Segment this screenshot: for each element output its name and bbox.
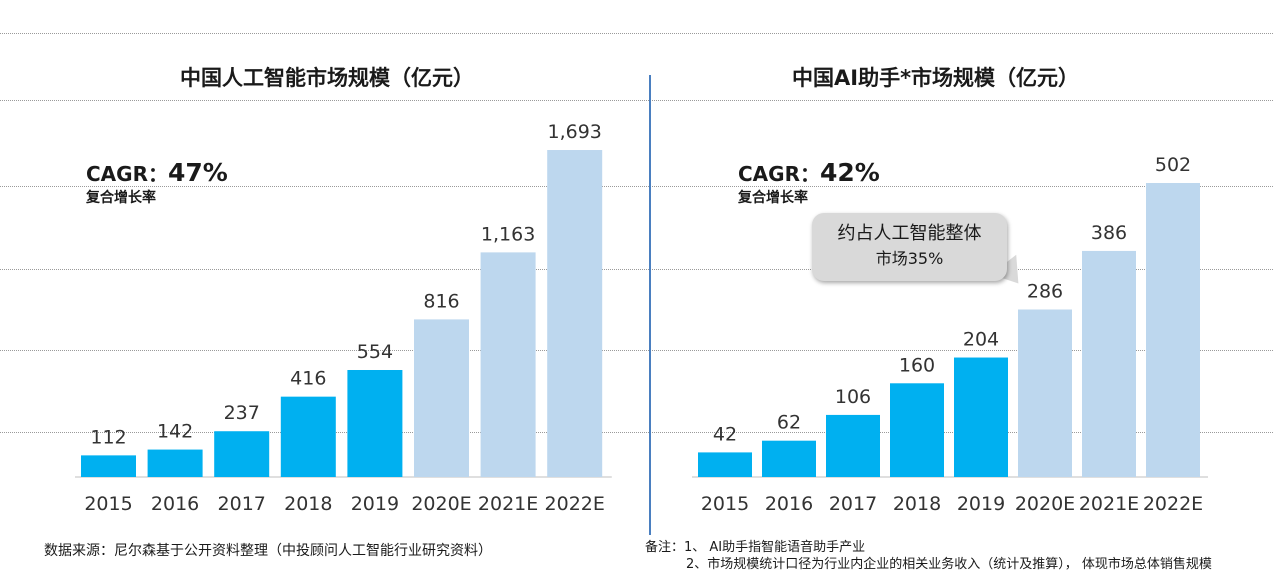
left-cagr: CAGR：47% <box>86 158 228 187</box>
right-cagr-label: CAGR： <box>738 162 820 186</box>
bar-2021E <box>480 252 536 477</box>
category-label-2018: 2018 <box>284 493 332 515</box>
gridline <box>0 350 1273 351</box>
gridline <box>0 269 1273 270</box>
gridline <box>0 186 1273 187</box>
value-label-2015: 42 <box>713 423 737 445</box>
category-label-2017: 2017 <box>829 493 877 515</box>
value-label-2019: 204 <box>963 329 999 351</box>
value-label-2020E: 286 <box>1027 281 1063 303</box>
value-label-2016: 142 <box>157 421 193 443</box>
left-bar-chart: 112 2015 142 2016 237 2017 416 2018 554 2019 816 20… <box>75 121 612 515</box>
value-label-2020E: 816 <box>423 290 459 312</box>
share-callout: 约占人工智能整体 市场35% <box>812 213 1007 281</box>
value-label-2015: 112 <box>90 426 126 448</box>
left-cagr-sub: 复合增长率 <box>86 190 156 206</box>
bar-2015 <box>81 455 136 477</box>
bar-2017 <box>826 414 880 477</box>
data-source: 数据来源：尼尔森基于公开资料整理（中投顾问人工智能行业研究资料） <box>44 543 492 559</box>
value-label-2017: 106 <box>835 386 871 408</box>
category-label-2018: 2018 <box>893 493 941 515</box>
value-label-2022E: 502 <box>1155 154 1191 176</box>
category-label-2019: 2019 <box>351 493 399 515</box>
right-bar-chart: 42 2015 62 2016 106 2017 160 2018 204 2019 286 2020… <box>692 154 1208 515</box>
bar-2018 <box>280 396 336 477</box>
bar-2022E <box>1146 183 1200 477</box>
right-cagr-value: 42% <box>819 158 880 187</box>
category-label-2022E: 2022E <box>1143 493 1203 515</box>
callout-line1: 约占人工智能整体 <box>837 223 982 244</box>
gridline <box>0 100 1273 101</box>
left-cagr-value: 47% <box>167 158 228 187</box>
value-label-2022E: 1,693 <box>547 121 601 143</box>
value-label-2016: 62 <box>777 412 801 434</box>
value-label-2019: 554 <box>357 341 393 363</box>
value-label-2021E: 386 <box>1091 222 1127 244</box>
category-label-2015: 2015 <box>701 493 749 515</box>
value-label-2018: 160 <box>899 354 935 376</box>
category-label-2016: 2016 <box>765 493 813 515</box>
right-chart-title: 中国AI助手*市场规模（亿元） <box>792 66 1080 90</box>
bar-2016 <box>762 440 816 477</box>
value-label-2017: 237 <box>224 402 260 424</box>
category-label-2017: 2017 <box>218 493 266 515</box>
value-label-2018: 416 <box>290 368 326 390</box>
bar-2018 <box>890 383 944 477</box>
category-label-2020E: 2020E <box>411 493 471 515</box>
category-label-2020E: 2020E <box>1015 493 1075 515</box>
category-label-2019: 2019 <box>957 493 1005 515</box>
category-label-2022E: 2022E <box>545 493 605 515</box>
gridline <box>0 432 1273 433</box>
category-label-2021E: 2021E <box>1079 493 1139 515</box>
chart-divider <box>649 75 651 535</box>
value-label-2021E: 1,163 <box>481 223 535 245</box>
note-line2: 2、市场规模统计口径为行业内企业的相关业务收入（统计及推算）， 体现市场总体销售… <box>686 557 1212 572</box>
bar-2019 <box>954 357 1008 477</box>
category-label-2015: 2015 <box>84 493 132 515</box>
bar-2019 <box>347 369 403 477</box>
right-cagr-sub: 复合增长率 <box>738 190 808 206</box>
bar-2016 <box>147 449 203 477</box>
gridline <box>0 33 1273 34</box>
left-chart-title: 中国人工智能市场规模（亿元） <box>180 66 474 90</box>
right-cagr: CAGR：42% <box>738 158 880 187</box>
bar-2017 <box>214 431 270 477</box>
bar-2020E <box>414 319 469 477</box>
category-label-2016: 2016 <box>151 493 199 515</box>
bar-2020E <box>1018 309 1072 477</box>
category-label-2021E: 2021E <box>478 493 538 515</box>
bar-2021E <box>1082 250 1136 477</box>
note-line1: 备注：1、 AI助手指智能语音助手产业 <box>645 540 866 555</box>
bar-2015 <box>698 452 752 477</box>
bar-2022E <box>547 150 603 477</box>
left-cagr-label: CAGR： <box>86 162 168 186</box>
callout-line2: 市场35% <box>875 249 944 268</box>
